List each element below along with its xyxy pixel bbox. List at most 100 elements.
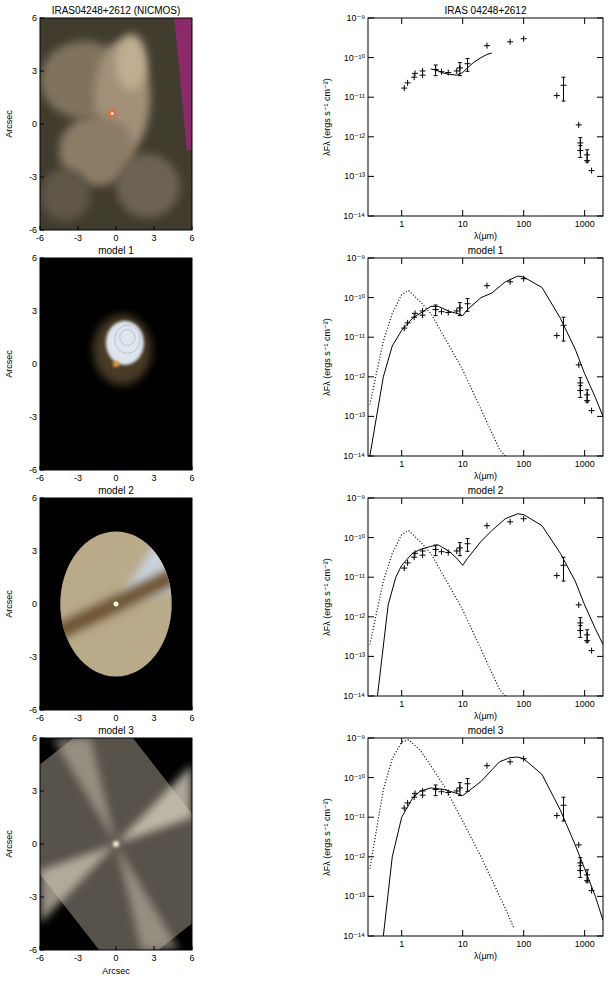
y-tick (40, 551, 44, 552)
image (40, 18, 192, 230)
y-tick-label: 10⁻¹² (344, 132, 365, 142)
y-tick-label: 0 (32, 119, 37, 129)
y-tick (368, 537, 603, 538)
x-tick (154, 706, 155, 710)
plot-area (401, 36, 594, 174)
sed-panel: model 3110100100010⁻¹⁴10⁻¹³10⁻¹²10⁻¹¹10⁻… (322, 725, 603, 961)
x-tick-label: -6 (36, 473, 44, 483)
x-tick (462, 738, 463, 936)
y-tick-label: 3 (32, 786, 37, 796)
y-axis-title: Arcsec (4, 830, 14, 858)
data-point (411, 554, 417, 560)
error-bar (578, 626, 582, 638)
error-bar (458, 543, 462, 556)
y-axis-title: λFλ (ergs s⁻¹ cm⁻²) (322, 318, 332, 396)
y-axis-title: λFλ (ergs s⁻¹ cm⁻²) (322, 78, 332, 156)
data-point (584, 398, 590, 404)
x-tick (523, 18, 524, 216)
x-tick-label: -3 (74, 713, 82, 723)
y-tick-label: 10⁻¹⁴ (343, 691, 365, 701)
error-bar (578, 146, 582, 158)
x-tick-label: 0 (113, 713, 118, 723)
data-point (484, 523, 490, 529)
image-panel: IRAS04248+2612 (NICMOS)-6-3036-6-3036Arc… (4, 5, 195, 243)
x-tick-label: 0 (113, 233, 118, 243)
title: IRAS 04248+2612 (444, 5, 526, 16)
x-tick-label: 6 (189, 713, 194, 723)
error-bar (466, 538, 470, 551)
data-point (589, 168, 595, 174)
y-tick-label: 3 (32, 546, 37, 556)
x-tick (523, 738, 524, 936)
cavity-ring (120, 330, 135, 346)
data-point (420, 792, 426, 798)
x-tick-label: -3 (74, 953, 82, 963)
frame (40, 258, 192, 470)
cone (116, 765, 192, 845)
sed-panel: model 2110100100010⁻¹⁴10⁻¹³10⁻¹²10⁻¹¹10⁻… (322, 485, 603, 721)
y-tick-label: 10⁻¹⁰ (344, 533, 366, 543)
y-tick-label: 6 (32, 13, 37, 23)
y-tick-label: 10⁻⁹ (346, 253, 365, 263)
star (113, 841, 119, 847)
y-tick (368, 696, 603, 697)
x-tick-label: 3 (151, 953, 156, 963)
data-point (401, 85, 407, 91)
x-tick (40, 466, 41, 470)
error-bar (578, 386, 582, 398)
x-tick (78, 706, 79, 710)
photosphere-line (370, 291, 505, 456)
data-point (554, 333, 560, 339)
x-tick-label: -6 (36, 713, 44, 723)
y-tick (368, 738, 603, 739)
star (113, 361, 119, 367)
x-tick (401, 738, 402, 936)
error-bar (466, 778, 470, 791)
y-tick-label: -3 (29, 652, 37, 662)
y-tick (368, 258, 603, 259)
y-tick (40, 791, 44, 792)
x-tick-label: -6 (36, 953, 44, 963)
y-tick (40, 230, 44, 231)
y-tick-label: -6 (29, 945, 37, 955)
cone (53, 738, 116, 844)
data-point (589, 408, 595, 414)
cone (40, 844, 116, 924)
image (40, 498, 192, 710)
x-tick (401, 18, 402, 216)
x-tick-label: 1 (399, 219, 404, 229)
x-tick-label: 1 (399, 459, 404, 469)
y-tick (368, 498, 603, 499)
cavity (106, 321, 144, 365)
x-tick-label: 0 (113, 953, 118, 963)
x-tick-label: 100 (516, 939, 531, 949)
envelope-fill (40, 498, 192, 710)
y-tick-label: 10⁻¹¹ (344, 812, 365, 822)
data-point (439, 549, 445, 555)
y-tick (368, 817, 603, 818)
y-tick (368, 18, 603, 19)
y-tick (368, 777, 603, 778)
y-tick (368, 416, 603, 417)
model-line (370, 276, 603, 456)
nebula (116, 34, 146, 91)
background (40, 18, 192, 230)
title: IRAS04248+2612 (NICMOS) (52, 5, 181, 16)
detector-edge (174, 18, 192, 151)
x-tick (192, 466, 193, 470)
y-tick (368, 297, 603, 298)
y-tick (40, 950, 44, 951)
x-tick (584, 738, 585, 936)
y-tick-label: 10⁻¹² (344, 612, 365, 622)
x-tick (523, 258, 524, 456)
star (108, 109, 116, 117)
x-tick (116, 946, 117, 950)
background (40, 258, 192, 470)
y-tick (368, 577, 603, 578)
x-tick (401, 498, 402, 696)
y-tick (40, 897, 44, 898)
data-point (420, 552, 426, 558)
x-tick-label: 10 (458, 699, 468, 709)
nebula (40, 168, 91, 221)
x-tick (401, 258, 402, 456)
